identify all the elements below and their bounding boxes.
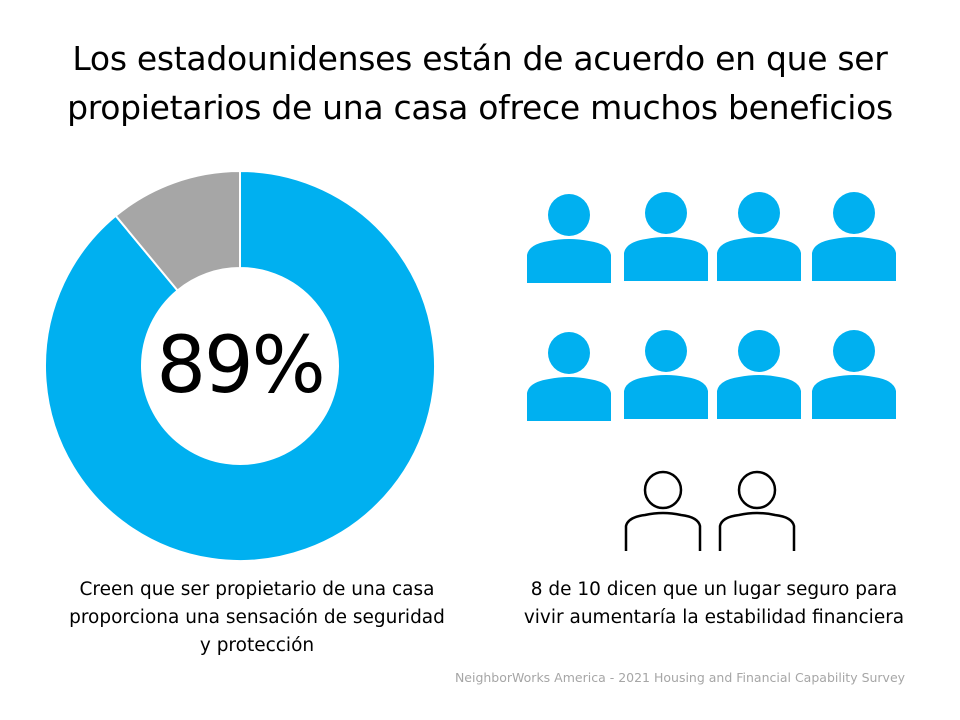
person-filled-icon <box>624 192 708 281</box>
pictogram-caption-line: 8 de 10 dicen que un lugar seguro para <box>530 579 898 600</box>
donut-caption-line: proporciona una sensación de seguridad <box>69 607 445 628</box>
person-filled-icon <box>527 194 611 283</box>
person-filled-icon <box>717 192 801 281</box>
person-filled-icon <box>812 192 896 281</box>
donut-slice-si <box>44 169 436 562</box>
donut-caption: Creen que ser propietario de una casa pr… <box>47 576 467 660</box>
donut-chart <box>44 169 436 562</box>
person-filled-icon <box>527 332 611 421</box>
donut-caption-line: Creen que ser propietario de una casa <box>79 579 435 600</box>
source-note: NeighborWorks America - 2021 Housing and… <box>454 670 906 685</box>
person-outline-icon <box>718 470 796 551</box>
person-pictogram <box>527 192 896 551</box>
person-filled-icon <box>812 330 896 419</box>
donut-center-label: 89% <box>156 321 325 411</box>
title-line-1: Los estadounidenses están de acuerdo en … <box>72 39 888 78</box>
donut-slice-no <box>114 169 241 292</box>
person-filled-icon <box>624 330 708 419</box>
page-title: Los estadounidenses están de acuerdo en … <box>0 34 960 132</box>
donut-caption-line: y protección <box>199 635 315 656</box>
title-line-2: propietarios de una casa ofrece muchos b… <box>67 88 893 127</box>
pictogram-caption-line: vivir aumentaría la estabilidad financie… <box>523 607 905 628</box>
person-outline-icon <box>624 470 702 551</box>
pictogram-caption: 8 de 10 dicen que un lugar seguro para v… <box>496 576 932 632</box>
person-filled-icon <box>717 330 801 419</box>
